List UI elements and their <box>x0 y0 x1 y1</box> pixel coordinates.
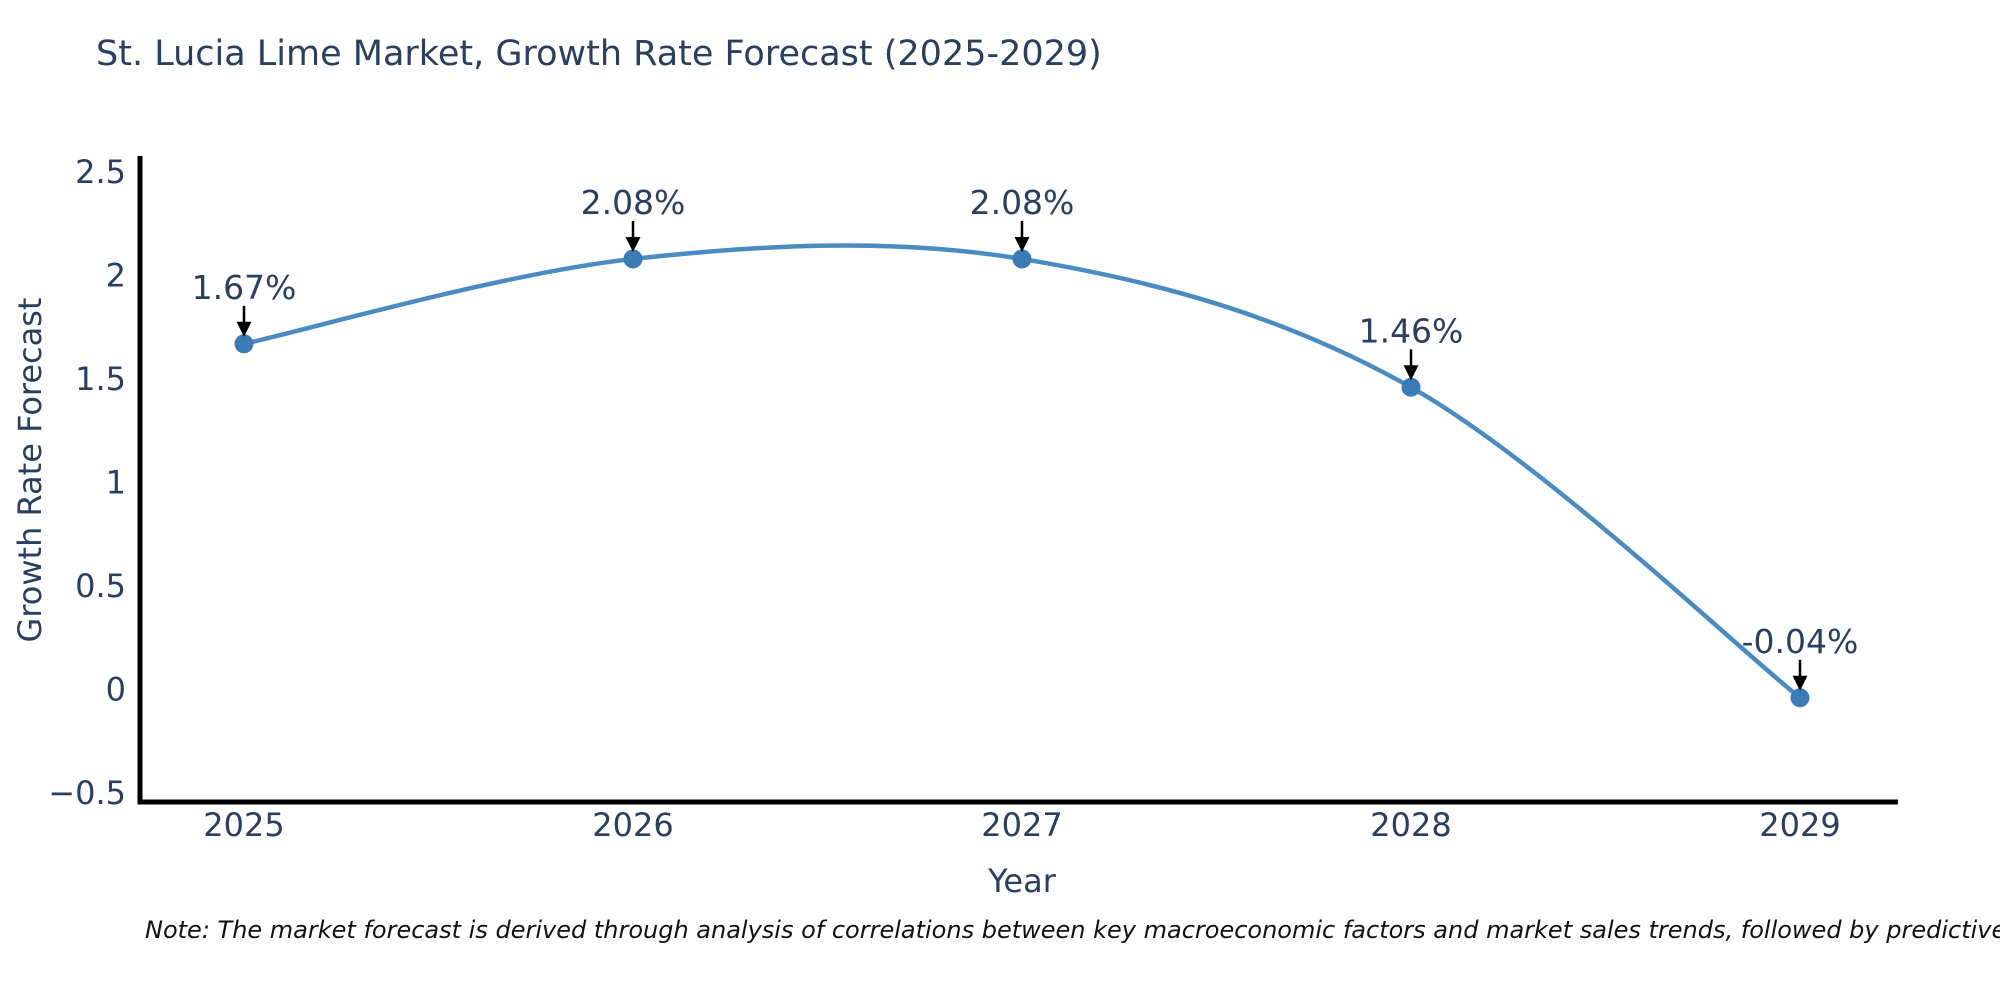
annotation-label: 1.67% <box>192 268 297 307</box>
x-tick-label: 2026 <box>592 806 673 844</box>
y-tick-label: 0.5 <box>75 567 126 605</box>
x-axis-title: Year <box>988 862 1056 900</box>
annotation-label: 1.46% <box>1359 311 1464 350</box>
y-tick-label: 2 <box>106 257 126 295</box>
x-tick-label: 2029 <box>1759 806 1840 844</box>
x-tick-label: 2028 <box>1370 806 1451 844</box>
footnote: Note: The market forecast is derived thr… <box>145 916 2000 944</box>
annotation-arrowhead <box>236 321 252 337</box>
annotation-arrowhead <box>625 236 641 252</box>
y-tick-label: 1.5 <box>75 360 126 398</box>
y-tick-label: 0 <box>106 671 126 709</box>
chart-title: St. Lucia Lime Market, Growth Rate Forec… <box>96 34 1102 74</box>
annotation-label: -0.04% <box>1742 622 1859 661</box>
x-tick-label: 2025 <box>203 806 284 844</box>
annotation-arrowhead <box>1403 365 1419 381</box>
annotation-arrowhead <box>1792 675 1808 691</box>
trend-line <box>243 243 1802 700</box>
data-point-marker <box>623 249 643 269</box>
y-tick-label: 2.5 <box>75 153 126 191</box>
annotation-label: 2.08% <box>970 183 1075 222</box>
data-point-marker <box>1401 377 1421 397</box>
data-point-marker <box>234 334 254 354</box>
y-tick-label: −0.5 <box>48 774 126 812</box>
annotation-label: 2.08% <box>581 183 686 222</box>
x-tick-label: 2027 <box>981 806 1062 844</box>
data-point-marker <box>1012 249 1032 269</box>
annotation-arrowhead <box>1014 236 1030 252</box>
y-tick-label: 1 <box>106 464 126 502</box>
data-point-marker <box>1790 688 1810 708</box>
